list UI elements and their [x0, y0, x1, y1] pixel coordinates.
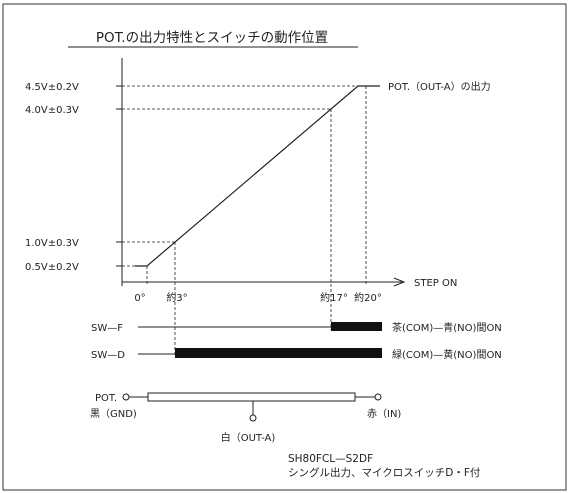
pot-wiper-terminal [249, 414, 257, 422]
pot-right-terminal-label: 赤（IN) [367, 408, 401, 420]
x-label-17: 約17° [320, 291, 348, 304]
pot-right-terminal [374, 393, 382, 401]
diagram-title: POT.の出力特性とスイッチの動作位置 [96, 30, 328, 46]
output-label: POT.（OUT-A）の出力 [388, 80, 491, 93]
guide-lines [122, 85, 367, 355]
pot-left-terminal [122, 393, 130, 401]
pot-left-terminal-label: 黒（GND) [90, 408, 137, 420]
y-label-1.0: 1.0V±0.3V [25, 238, 79, 249]
pot-wiper-label: 白（OUT-A) [221, 431, 276, 444]
x-label-0: 0° [134, 293, 145, 304]
y-label-4.0: 4.0V±0.3V [25, 105, 79, 116]
x-axis-label: STEP ON [414, 278, 457, 289]
x-label-3: 約3° [166, 291, 187, 304]
sw-f-label: SW—F [91, 323, 123, 334]
sw-d-desc: 緑(COM)—黄(NO)間ON [392, 348, 502, 361]
diagram-frame [2, 3, 567, 491]
x-label-20: 約20° [354, 291, 382, 304]
sw-f-on-bar [331, 322, 382, 331]
sw-d-label: SW—D [91, 350, 125, 361]
model-number: SH80FCL—S2DF [288, 453, 373, 465]
x-axis-arrowhead [393, 277, 406, 287]
pot-label: POT. [95, 393, 117, 404]
output-curve [135, 85, 380, 267]
sw-d-on-bar [175, 348, 382, 358]
pot-resistor [147, 392, 356, 402]
y-label-0.5: 0.5V±0.2V [25, 262, 79, 273]
model-description: シングル出力、マイクロスイッチD・F付 [288, 466, 480, 479]
sw-f-desc: 茶(COM)—青(NO)間ON [392, 321, 502, 334]
y-label-4.5: 4.5V±0.2V [25, 82, 79, 93]
